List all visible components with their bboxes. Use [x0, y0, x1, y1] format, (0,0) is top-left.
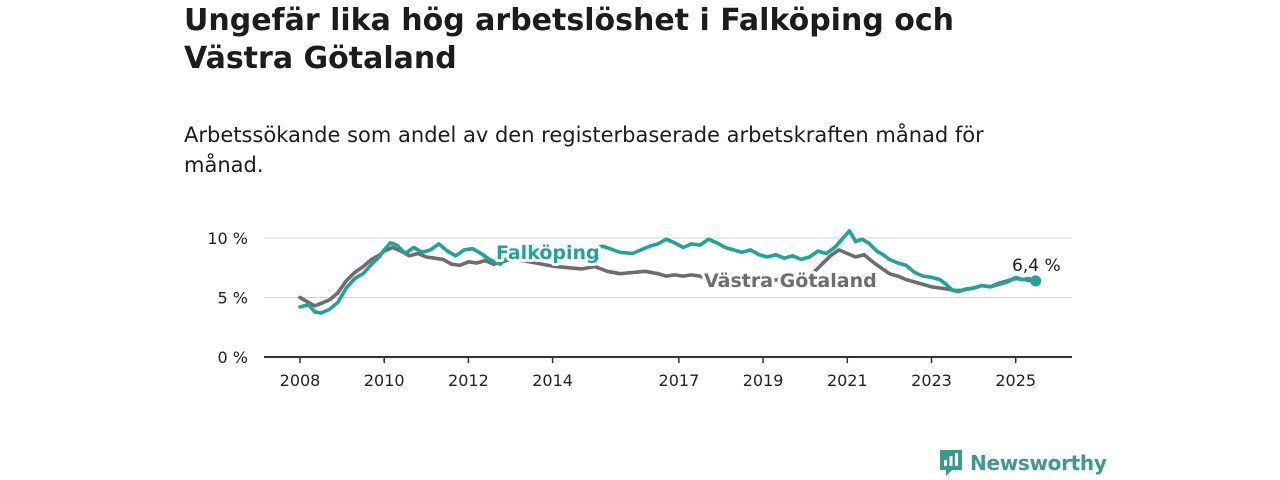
series-line-falkoping: [298, 229, 1037, 315]
x-tick-label: 2008: [280, 371, 321, 390]
y-tick-label: 10 %: [207, 229, 248, 248]
bar-chart-badge-icon: [940, 450, 962, 476]
chart-title: Ungefär lika hög arbetslöshet i Falköpin…: [184, 3, 954, 76]
x-tick-label: 2023: [911, 371, 952, 390]
y-tick-label: 0 %: [218, 348, 248, 367]
x-tick-label: 2021: [827, 371, 868, 390]
x-tick-label: 2010: [364, 371, 405, 390]
series-label-vastra-gotaland: Västra Götaland: [704, 270, 877, 292]
series-lines: [298, 229, 1042, 315]
chart-subtitle: Arbetssökande som andel av den registerb…: [184, 123, 984, 177]
y-tick-label: 5 %: [218, 289, 248, 308]
x-axis: 0 % 5 % 10 % 2008 2010 2012 2014 2017 2019 2021 20…: [207, 229, 1072, 390]
end-point-marker: [1030, 275, 1042, 287]
series-labels: Falköping Västra Götaland 6,4 %: [493, 239, 1063, 295]
brand-name: Newsworthy: [970, 451, 1107, 475]
x-tick-label: 2017: [659, 371, 700, 390]
end-value-label: 6,4 %: [1012, 256, 1061, 276]
x-tick-label: 2012: [448, 371, 489, 390]
x-tick-label: 2025: [995, 371, 1036, 390]
series-label-falkoping: Falköping: [496, 242, 600, 264]
x-tick-label: 2019: [743, 371, 784, 390]
x-tick-label: 2014: [532, 371, 573, 390]
brand-logo[interactable]: Newsworthy: [938, 448, 1107, 478]
